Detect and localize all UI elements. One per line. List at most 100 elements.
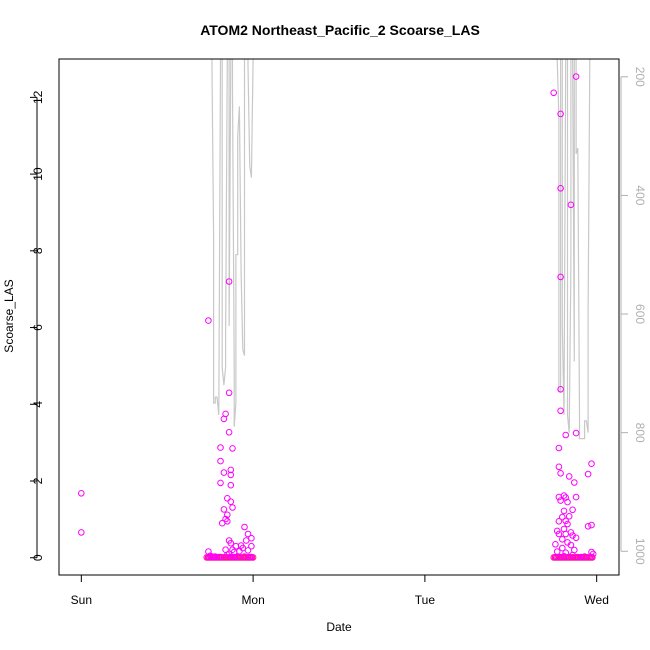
- data-point: [78, 529, 85, 536]
- left-tick-label: 8: [31, 247, 45, 254]
- plot-frame: [58, 58, 620, 576]
- right-tick-label: 600: [633, 304, 647, 324]
- data-point: [588, 460, 595, 468]
- data-point: [571, 546, 578, 554]
- data-point: [230, 553, 238, 561]
- right-tick-label: 1000: [633, 538, 647, 565]
- right-tick-label: 800: [633, 423, 647, 443]
- data-point: [584, 523, 592, 530]
- data-point: [552, 541, 559, 548]
- data-point: [571, 479, 578, 486]
- data-point: [248, 534, 255, 542]
- data-point: [588, 548, 595, 556]
- x-axis-label: Date: [326, 620, 352, 634]
- depth-line-layer: [211, 59, 592, 440]
- data-point: [559, 544, 566, 552]
- data-point: [227, 471, 235, 479]
- data-point: [217, 553, 224, 561]
- data-point: [205, 317, 212, 324]
- data-point: [572, 429, 580, 437]
- data-point: [557, 470, 564, 477]
- x-tick-label: Tue: [415, 593, 436, 607]
- x-axis: Sun Mon Tue Wed: [71, 574, 609, 607]
- data-point: [234, 553, 241, 561]
- right-tick-label: 200: [633, 67, 647, 87]
- x-tick-label: Wed: [584, 593, 608, 607]
- data-point: [567, 201, 575, 209]
- data-point: [222, 410, 229, 418]
- depth-line-segment-2: [552, 59, 592, 440]
- data-point: [557, 497, 564, 504]
- data-point: [560, 492, 568, 499]
- data-point: [220, 506, 228, 513]
- left-tick-label: 6: [31, 324, 45, 331]
- data-point: [589, 550, 597, 558]
- data-point: [565, 553, 573, 561]
- data-point: [555, 530, 563, 538]
- data-point: [220, 469, 228, 476]
- data-point: [227, 553, 235, 561]
- data-point: [241, 523, 248, 531]
- data-point: [565, 473, 573, 480]
- data-point: [224, 511, 231, 519]
- data-point: [227, 481, 235, 489]
- data-point: [557, 386, 564, 393]
- data-point: [559, 536, 566, 543]
- data-point: [248, 542, 255, 550]
- left-tick-label: 2: [31, 477, 45, 484]
- left-tick-label: 0: [31, 554, 45, 561]
- data-point: [574, 553, 582, 561]
- data-point: [572, 493, 580, 501]
- data-point: [588, 521, 595, 529]
- data-point: [569, 506, 576, 514]
- data-point: [567, 541, 575, 549]
- data-point: [227, 539, 235, 547]
- x-tick-label: Sun: [71, 593, 92, 607]
- data-point: [217, 444, 224, 451]
- data-point: [553, 548, 561, 555]
- left-tick-label: 12: [31, 90, 45, 104]
- data-point: [557, 110, 564, 118]
- data-point: [242, 537, 250, 544]
- y-axis-label: Scoarse_LAS: [2, 279, 16, 352]
- data-point: [244, 547, 252, 554]
- data-point: [217, 457, 224, 465]
- data-points-layer: [78, 73, 597, 561]
- data-point: [227, 498, 235, 506]
- data-point: [581, 553, 588, 560]
- data-point: [555, 518, 563, 525]
- left-tick-label: 4: [31, 401, 45, 408]
- left-tick-label: 10: [31, 167, 45, 181]
- data-point: [217, 479, 224, 487]
- data-point: [550, 89, 558, 97]
- data-point: [244, 530, 252, 538]
- left-y-axis: 0 2 4 6 8 10 12: [30, 90, 45, 561]
- chart-title: ATOM2 Northeast_Pacific_2 Scoarse_LAS: [200, 22, 480, 38]
- right-tick-label: 400: [633, 185, 647, 205]
- data-point: [248, 553, 255, 561]
- data-point: [559, 513, 566, 521]
- right-y-axis: 200 400 600 800 1000: [620, 67, 647, 565]
- data-point: [557, 273, 564, 281]
- data-point: [555, 444, 563, 452]
- depth-line-segment-1: [211, 59, 254, 427]
- data-point: [78, 490, 85, 497]
- data-point: [225, 429, 233, 436]
- data-point: [562, 431, 570, 439]
- data-point: [555, 463, 563, 471]
- data-point: [225, 389, 233, 397]
- data-point: [229, 504, 236, 511]
- data-point: [224, 518, 231, 525]
- data-point: [564, 520, 571, 528]
- data-point: [227, 466, 235, 474]
- data-point: [564, 498, 571, 506]
- data-point: [225, 278, 233, 285]
- data-point: [557, 407, 564, 415]
- x-tick-label: Mon: [241, 593, 264, 607]
- data-point: [239, 544, 247, 552]
- data-point: [232, 542, 240, 550]
- data-point: [236, 547, 243, 555]
- data-point: [557, 185, 564, 192]
- data-point: [577, 553, 585, 561]
